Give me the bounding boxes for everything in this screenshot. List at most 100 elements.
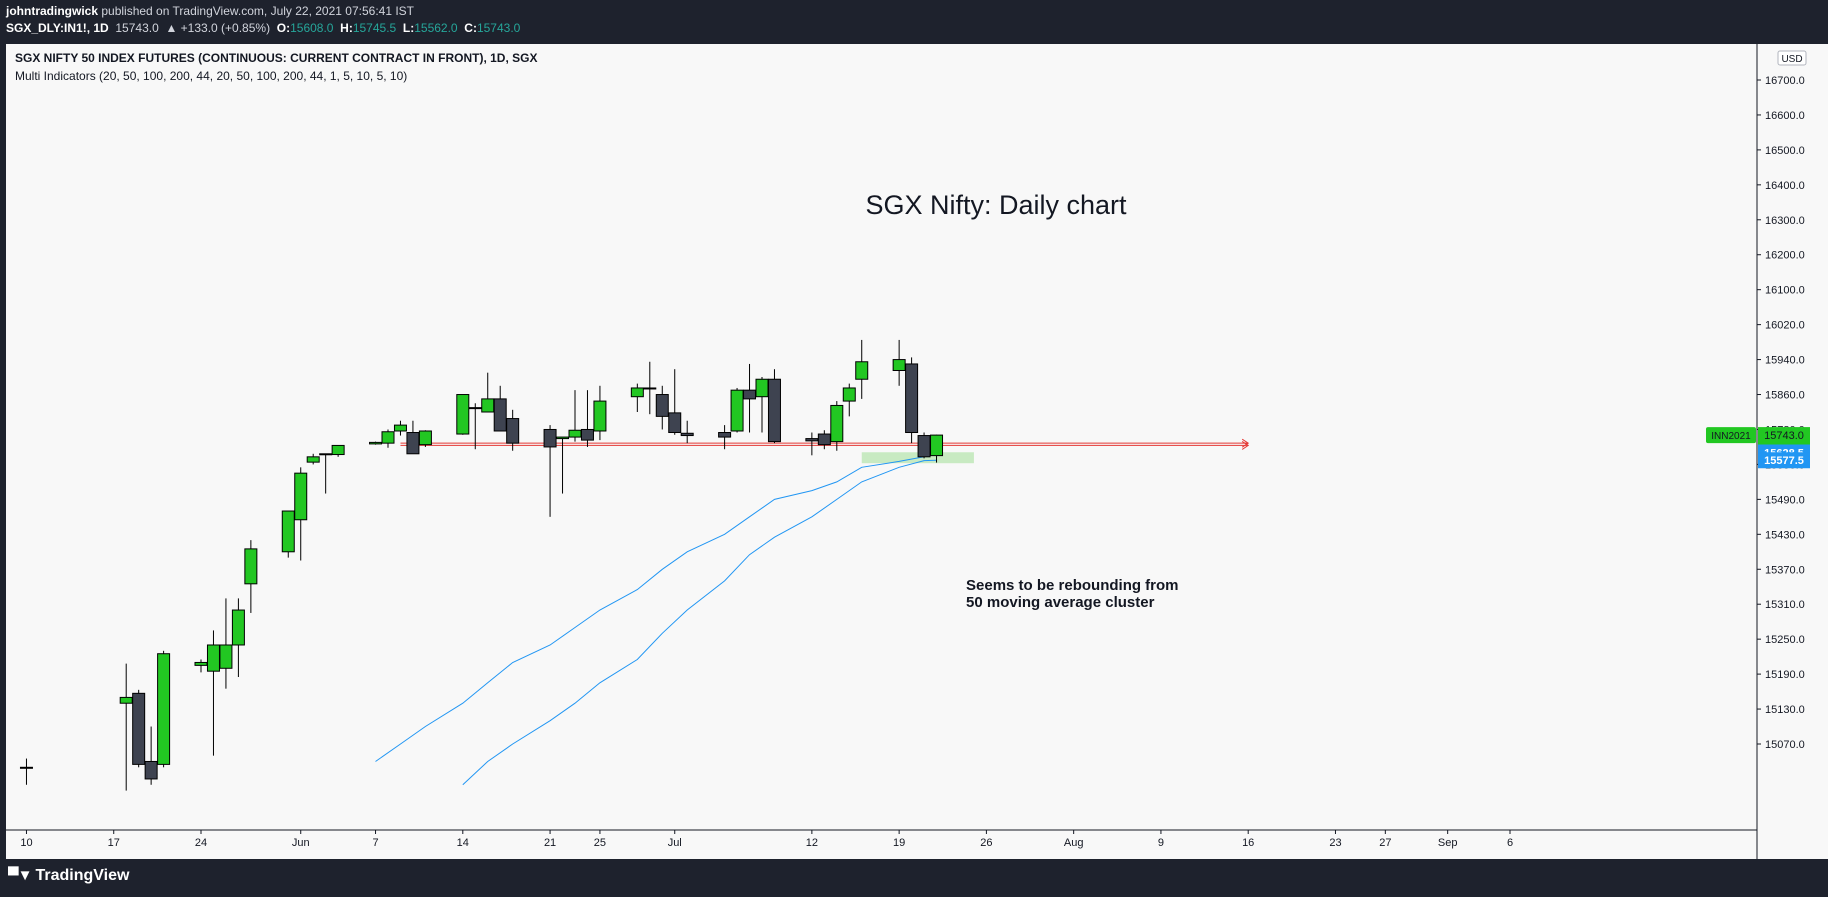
- y-tick-label: 15190.0: [1765, 669, 1805, 681]
- x-tick-label: 16: [1242, 837, 1254, 849]
- currency-label: USD: [1781, 54, 1802, 65]
- bear-candle: [580, 428, 594, 441]
- bull-candle: [855, 361, 869, 380]
- x-tick-label: 27: [1379, 837, 1391, 849]
- y-tick-label: 16300.0: [1765, 215, 1805, 227]
- y-tick-label: 15940.0: [1765, 355, 1805, 367]
- chart-title-annotation[interactable]: SGX Nifty: Daily chart: [865, 190, 1127, 220]
- chart-legend: SGX NIFTY 50 INDEX FUTURES (CONTINUOUS: …: [15, 51, 537, 83]
- y-tick-label: 16400.0: [1765, 180, 1805, 192]
- bull-candle: [244, 548, 258, 585]
- bull-candle: [294, 472, 308, 521]
- x-tick-label: 26: [980, 837, 992, 849]
- low-value: 15562.0: [414, 21, 458, 35]
- x-tick-label: 14: [457, 837, 469, 849]
- bull-candle: [219, 644, 233, 669]
- bull-candle: [456, 394, 470, 435]
- bear-candle: [144, 760, 158, 780]
- publish-line: johntradingwick published on TradingView…: [6, 4, 414, 18]
- bull-candle: [481, 398, 495, 413]
- bull-candle: [730, 389, 744, 432]
- bull-candle: [306, 456, 320, 463]
- y-tick-label: 15370.0: [1765, 564, 1805, 576]
- price-chart[interactable]: 15070.0 15130.0 15190.0 15250.0 15310.0 15370…: [6, 44, 1828, 859]
- close-value: 15743.0: [476, 21, 521, 35]
- contract-tag-label: INN2021: [1711, 431, 1751, 442]
- bull-candle: [393, 424, 407, 432]
- bull-candle: [381, 431, 395, 444]
- bull-candle: [930, 434, 944, 457]
- x-tick-label: 17: [108, 837, 120, 849]
- brand-name: TradingView: [35, 867, 130, 884]
- bull-candle: [194, 661, 208, 666]
- x-tick-label: Aug: [1064, 837, 1084, 849]
- open-value: 15608.0: [290, 21, 334, 35]
- series-title[interactable]: SGX NIFTY 50 INDEX FUTURES (CONTINUOUS: …: [15, 51, 538, 65]
- ohlc-line: SGX_DLY:IN1!, 1D 15743.0 ▲ +133.0 (+0.85…: [6, 21, 520, 35]
- note-line-1[interactable]: Seems to be rebounding from: [966, 577, 1179, 594]
- triangle-up-icon: ▲: [165, 21, 178, 35]
- ma-price-label: 15577.5: [1764, 455, 1804, 467]
- bull-candle: [568, 429, 582, 438]
- bull-candle: [231, 609, 245, 646]
- footer-bar: ▀▼ TradingView: [0, 859, 1828, 897]
- x-tick-label: 7: [372, 837, 378, 849]
- bull-candle: [157, 653, 171, 765]
- moving-average-line: [375, 452, 937, 762]
- note-line-2[interactable]: 50 moving average cluster: [966, 594, 1155, 611]
- y-tick-label: 16700.0: [1765, 75, 1805, 87]
- x-tick-label: 21: [544, 837, 556, 849]
- y-tick-label: 16500.0: [1765, 145, 1805, 157]
- chart-area[interactable]: 15070.0 15130.0 15190.0 15250.0 15310.0 15370…: [6, 44, 1828, 859]
- bull-candle: [369, 441, 383, 445]
- bear-candle: [655, 394, 669, 417]
- y-tick-label: 16600.0: [1765, 110, 1805, 122]
- bear-candle: [805, 438, 819, 442]
- bull-candle: [206, 644, 220, 672]
- x-tick-label: 24: [195, 837, 207, 849]
- y-tick-label: 16100.0: [1765, 285, 1805, 297]
- y-tick-label: 15070.0: [1765, 739, 1805, 751]
- bear-candle: [767, 378, 781, 443]
- x-tick-label: 9: [1158, 837, 1164, 849]
- last-price: 15743.0: [115, 21, 159, 35]
- bear-candle: [917, 435, 931, 458]
- bull-candle: [319, 453, 333, 456]
- tradingview-brand[interactable]: ▀▼ TradingView: [8, 867, 129, 885]
- moving-average-line: [462, 459, 937, 786]
- high-value: 15745.5: [352, 21, 397, 35]
- bull-candle: [842, 387, 856, 402]
- price-change: +133.0 (+0.85%): [180, 21, 271, 35]
- bear-candle: [543, 428, 557, 448]
- bull-candle: [643, 387, 657, 390]
- x-tick-label: 25: [594, 837, 606, 849]
- indicator-title[interactable]: Multi Indicators (20, 50, 100, 200, 44, …: [15, 69, 408, 83]
- contract-tag: [1706, 427, 1756, 444]
- last-price-label: 15743.0: [1764, 430, 1804, 442]
- bull-candle: [119, 696, 133, 704]
- bear-candle: [817, 433, 831, 446]
- bear-candle: [493, 398, 507, 432]
- x-tick-label: Jun: [292, 837, 310, 849]
- y-tick-label: 15250.0: [1765, 634, 1805, 646]
- x-tick-label: 12: [806, 837, 818, 849]
- symbol-label: SGX_DLY:IN1!, 1D: [6, 21, 109, 35]
- bear-candle: [132, 692, 146, 765]
- support-line-arrow: [1241, 438, 1250, 448]
- chart-background: [6, 44, 1828, 859]
- bull-candle: [281, 510, 295, 553]
- x-tick-label: Sep: [1438, 837, 1458, 849]
- open-label: O:: [276, 21, 291, 35]
- low-label: L:: [402, 21, 415, 35]
- publish-header: johntradingwick published on TradingView…: [0, 0, 1828, 44]
- y-tick-label: 15490.0: [1765, 494, 1805, 506]
- bear-candle: [506, 418, 520, 444]
- x-tick-label: 19: [893, 837, 905, 849]
- currency-box[interactable]: [1777, 50, 1807, 66]
- bear-candle: [680, 432, 694, 437]
- author-name[interactable]: johntradingwick: [6, 4, 99, 18]
- bull-candle: [331, 444, 345, 456]
- ma-price-tag: [1758, 452, 1810, 469]
- y-tick-label: 15130.0: [1765, 704, 1805, 716]
- bull-candle: [593, 400, 607, 432]
